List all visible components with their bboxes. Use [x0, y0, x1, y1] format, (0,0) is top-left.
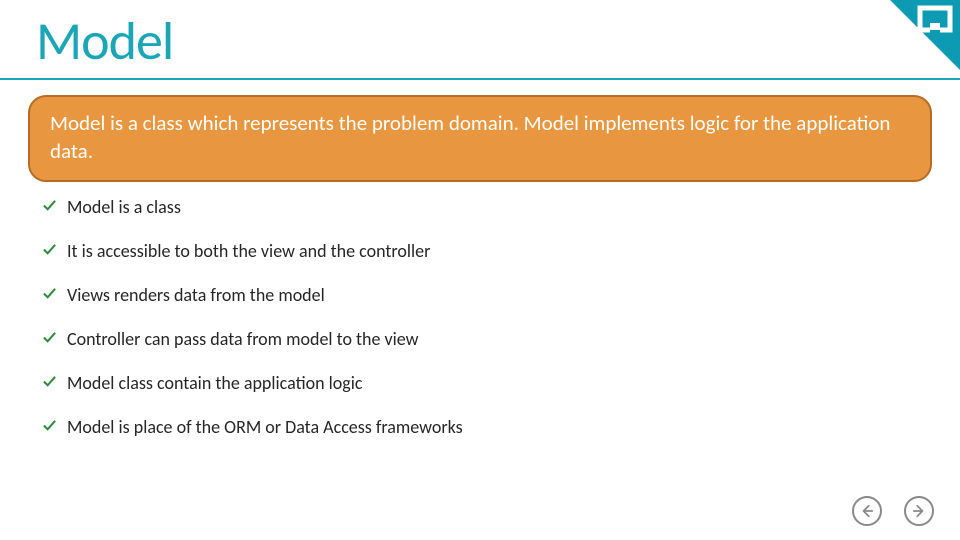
check-icon	[42, 330, 57, 345]
slide-title: Model	[36, 8, 173, 74]
list-item: Model is place of the ORM or Data Access…	[42, 416, 912, 438]
prev-slide-button[interactable]	[852, 496, 882, 526]
arrow-right-icon	[912, 504, 926, 518]
slide-nav	[852, 496, 934, 526]
logo-triangle-icon	[890, 0, 960, 70]
bullet-text: It is accessible to both the view and th…	[67, 240, 430, 262]
logo-glyph-icon	[920, 8, 950, 35]
bullet-text: Views renders data from the model	[67, 284, 325, 306]
next-slide-button[interactable]	[904, 496, 934, 526]
check-icon	[42, 286, 57, 301]
bullet-text: Model class contain the application logi…	[67, 372, 362, 394]
bullet-text: Controller can pass data from model to t…	[67, 328, 419, 350]
list-item: Model class contain the application logi…	[42, 372, 912, 394]
description-callout: Model is a class which represents the pr…	[28, 95, 932, 182]
check-icon	[42, 374, 57, 389]
description-text: Model is a class which represents the pr…	[50, 110, 890, 164]
check-icon	[42, 198, 57, 213]
check-icon	[42, 418, 57, 433]
list-item: Controller can pass data from model to t…	[42, 328, 912, 350]
bullet-text: Model is a class	[67, 196, 181, 218]
title-underline	[0, 78, 960, 80]
list-item: It is accessible to both the view and th…	[42, 240, 912, 262]
list-item: Model is a class	[42, 196, 912, 218]
list-item: Views renders data from the model	[42, 284, 912, 306]
corner-logo	[860, 0, 960, 90]
bullet-text: Model is place of the ORM or Data Access…	[67, 416, 463, 438]
arrow-left-icon	[860, 504, 874, 518]
bullet-list: Model is a class It is accessible to bot…	[42, 196, 912, 460]
check-icon	[42, 242, 57, 257]
